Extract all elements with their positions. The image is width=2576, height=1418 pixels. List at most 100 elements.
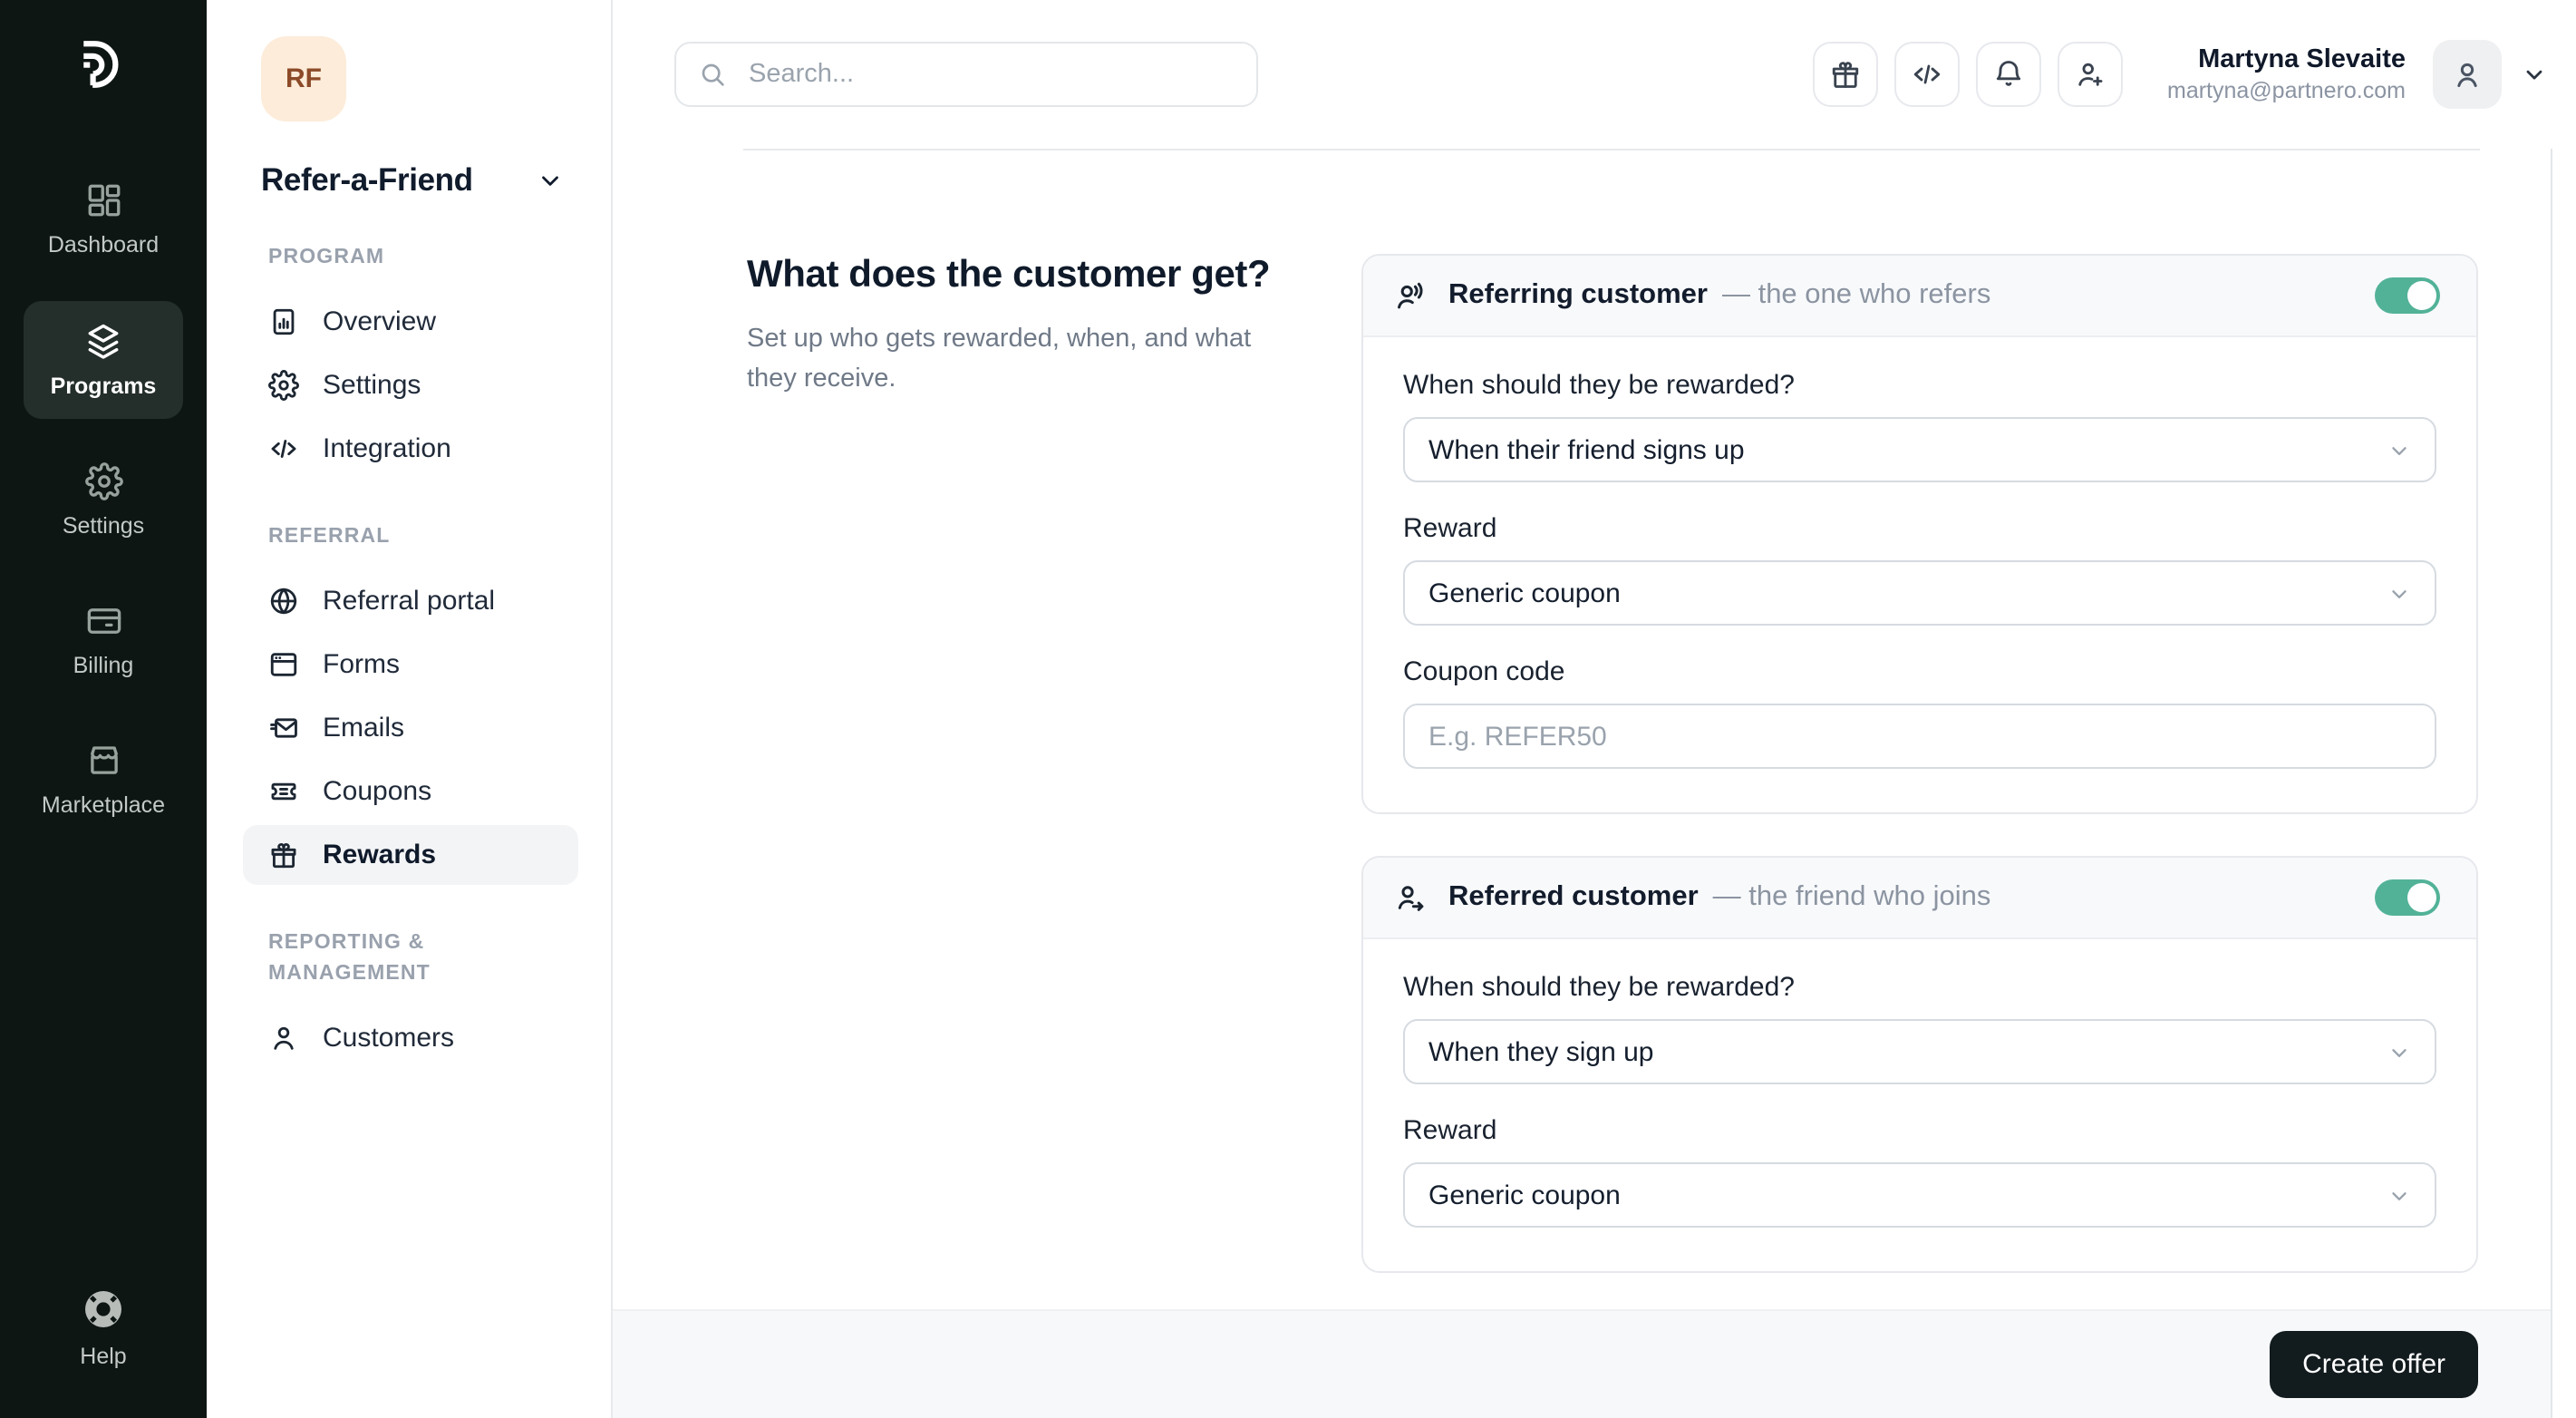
reward-cards: Referring customer — the one who refers … <box>1361 254 2478 1315</box>
user-avatar-button[interactable] <box>2433 40 2502 109</box>
sidebar-item-label: Billing <box>73 653 134 678</box>
chevron-down-icon <box>2392 446 2407 454</box>
sidebar-item-label: Customers <box>323 1023 455 1054</box>
search-input[interactable] <box>745 58 1235 91</box>
field-label: Reward <box>1403 513 1497 544</box>
notifications-button[interactable] <box>1975 42 2040 107</box>
topbar: Martyna Slevaite martyna@partnero.com <box>613 0 2576 149</box>
sidebar-item-customers[interactable]: Customers <box>243 1009 578 1069</box>
select-value: When their friend signs up <box>1428 434 1745 465</box>
sidebar-item-billing[interactable]: Billing <box>24 582 183 698</box>
sidebar-item-integration[interactable]: Integration <box>243 419 578 479</box>
sidebar-item-label: Referral portal <box>323 585 496 617</box>
content-top-divider <box>743 149 2480 151</box>
referring-customer-toggle[interactable] <box>2375 277 2440 314</box>
referred-customer-toggle[interactable] <box>2375 879 2440 916</box>
select-value: Generic coupon <box>1428 1180 1621 1210</box>
sidebar-item-label: Settings <box>323 369 421 401</box>
sidebar-item-referral-portal[interactable]: Referral portal <box>243 570 578 630</box>
sidebar-item-label: Overview <box>323 306 437 337</box>
sidebar-item-marketplace[interactable]: Marketplace <box>24 722 183 838</box>
sidebar-item-label: Programs <box>50 374 157 399</box>
referring-reward-select[interactable]: Generic coupon <box>1403 560 2436 626</box>
reward-settings-section: What does the customer get? Set up who g… <box>613 149 2576 1315</box>
card-title: Referring customer <box>1448 279 1708 310</box>
partnero-logo <box>79 36 128 92</box>
field-label: Reward <box>1403 1115 1497 1146</box>
code-icon <box>1913 64 1940 84</box>
referred-customer-body: When should they be rewarded? When they … <box>1363 939 2476 1271</box>
report-doc-icon <box>273 308 295 335</box>
envelope-icon <box>270 717 297 737</box>
gear-icon <box>84 462 122 500</box>
chevron-down-icon <box>2392 1048 2407 1056</box>
offers-button[interactable] <box>1812 42 1877 107</box>
sidebar-item-rewards[interactable]: Rewards <box>243 824 578 885</box>
create-offer-button[interactable]: Create offer <box>2270 1331 2478 1398</box>
section-program: PROGRAM Overview Settings <box>243 243 578 479</box>
sidebar-item-programs[interactable]: Programs <box>24 301 183 419</box>
storefront-icon <box>90 746 117 774</box>
select-value: Generic coupon <box>1428 578 1621 608</box>
toggle-knob <box>2407 281 2436 310</box>
section-title: PROGRAM <box>268 247 385 268</box>
bell-icon <box>1995 61 2020 86</box>
form-footer: Create offer <box>613 1309 2551 1418</box>
gift-icon <box>271 842 296 868</box>
sidebar-item-dashboard[interactable]: Dashboard <box>24 161 183 277</box>
sidebar-item-label: Settings <box>62 513 145 539</box>
gear-icon <box>268 369 299 401</box>
user-voice-icon <box>1398 281 1423 308</box>
sidebar-item-label: Emails <box>323 712 405 743</box>
life-buoy-icon <box>85 1291 121 1327</box>
section-description: Set up who gets rewarded, when, and what… <box>747 325 1252 393</box>
chevron-down-icon <box>2526 70 2542 80</box>
program-name: Refer-a-Friend <box>261 161 473 198</box>
section-referral: REFERRAL Referral portal Forms <box>243 522 578 885</box>
card-title: Referred customer <box>1448 881 1699 912</box>
primary-sidebar: Dashboard Programs Settings Billing <box>0 0 207 1418</box>
search-box[interactable] <box>674 42 1258 107</box>
gift-icon <box>1831 62 1858 88</box>
referring-customer-card: Referring customer — the one who refers … <box>1361 254 2478 814</box>
section-heading: What does the customer get? <box>747 254 1271 296</box>
globe-icon <box>270 588 297 614</box>
program-avatar: RF <box>261 36 346 121</box>
sidebar-item-help[interactable]: Help <box>24 1267 183 1389</box>
sidebar-item-label: Help <box>80 1344 127 1369</box>
sidebar-item-coupons[interactable]: Coupons <box>243 761 578 821</box>
sidebar-item-label: Rewards <box>323 839 437 870</box>
card-subtitle: — the one who refers <box>1721 279 1991 310</box>
referring-customer-body: When should they be rewarded? When their… <box>1363 337 2476 812</box>
topbar-right: Martyna Slevaite martyna@partnero.com <box>1812 40 2551 109</box>
sidebar-item-program-settings[interactable]: Settings <box>243 355 578 415</box>
sidebar-item-overview[interactable]: Overview <box>243 292 578 352</box>
toggle-knob <box>2407 883 2436 912</box>
sidebar-item-settings[interactable]: Settings <box>24 442 183 558</box>
main-area: Martyna Slevaite martyna@partnero.com Wh… <box>613 0 2576 1418</box>
coupon-code-input[interactable] <box>1403 704 2436 769</box>
user-arrow-icon <box>1398 885 1424 910</box>
credit-card-icon <box>86 608 121 634</box>
developer-button[interactable] <box>1893 42 1959 107</box>
referred-trigger-select[interactable]: When they sign up <box>1403 1019 2436 1084</box>
user-name: Martyna Slevaite <box>2198 45 2406 74</box>
user-menu-caret[interactable] <box>2518 58 2551 91</box>
chevron-down-icon <box>2392 1191 2407 1199</box>
referred-customer-card: Referred customer — the friend who joins… <box>1361 856 2478 1273</box>
section-title: REFERRAL <box>268 525 391 548</box>
program-switcher[interactable]: Refer-a-Friend <box>243 161 578 199</box>
section-title: REPORTING & MANAGEMENT <box>268 931 431 986</box>
dashboard-grid-icon <box>87 184 120 217</box>
sidebar-item-forms[interactable]: Forms <box>243 634 578 694</box>
referred-reward-select[interactable]: Generic coupon <box>1403 1162 2436 1228</box>
card-subtitle: — the friend who joins <box>1712 881 1991 912</box>
field-label: When should they be rewarded? <box>1403 972 1795 1003</box>
invite-user-button[interactable] <box>2057 42 2122 107</box>
sidebar-item-emails[interactable]: Emails <box>243 697 578 757</box>
user-icon <box>274 1027 294 1051</box>
chevron-down-icon <box>2392 589 2407 597</box>
sidebar-item-label: Coupons <box>323 775 432 807</box>
referring-trigger-select[interactable]: When their friend signs up <box>1403 417 2436 482</box>
